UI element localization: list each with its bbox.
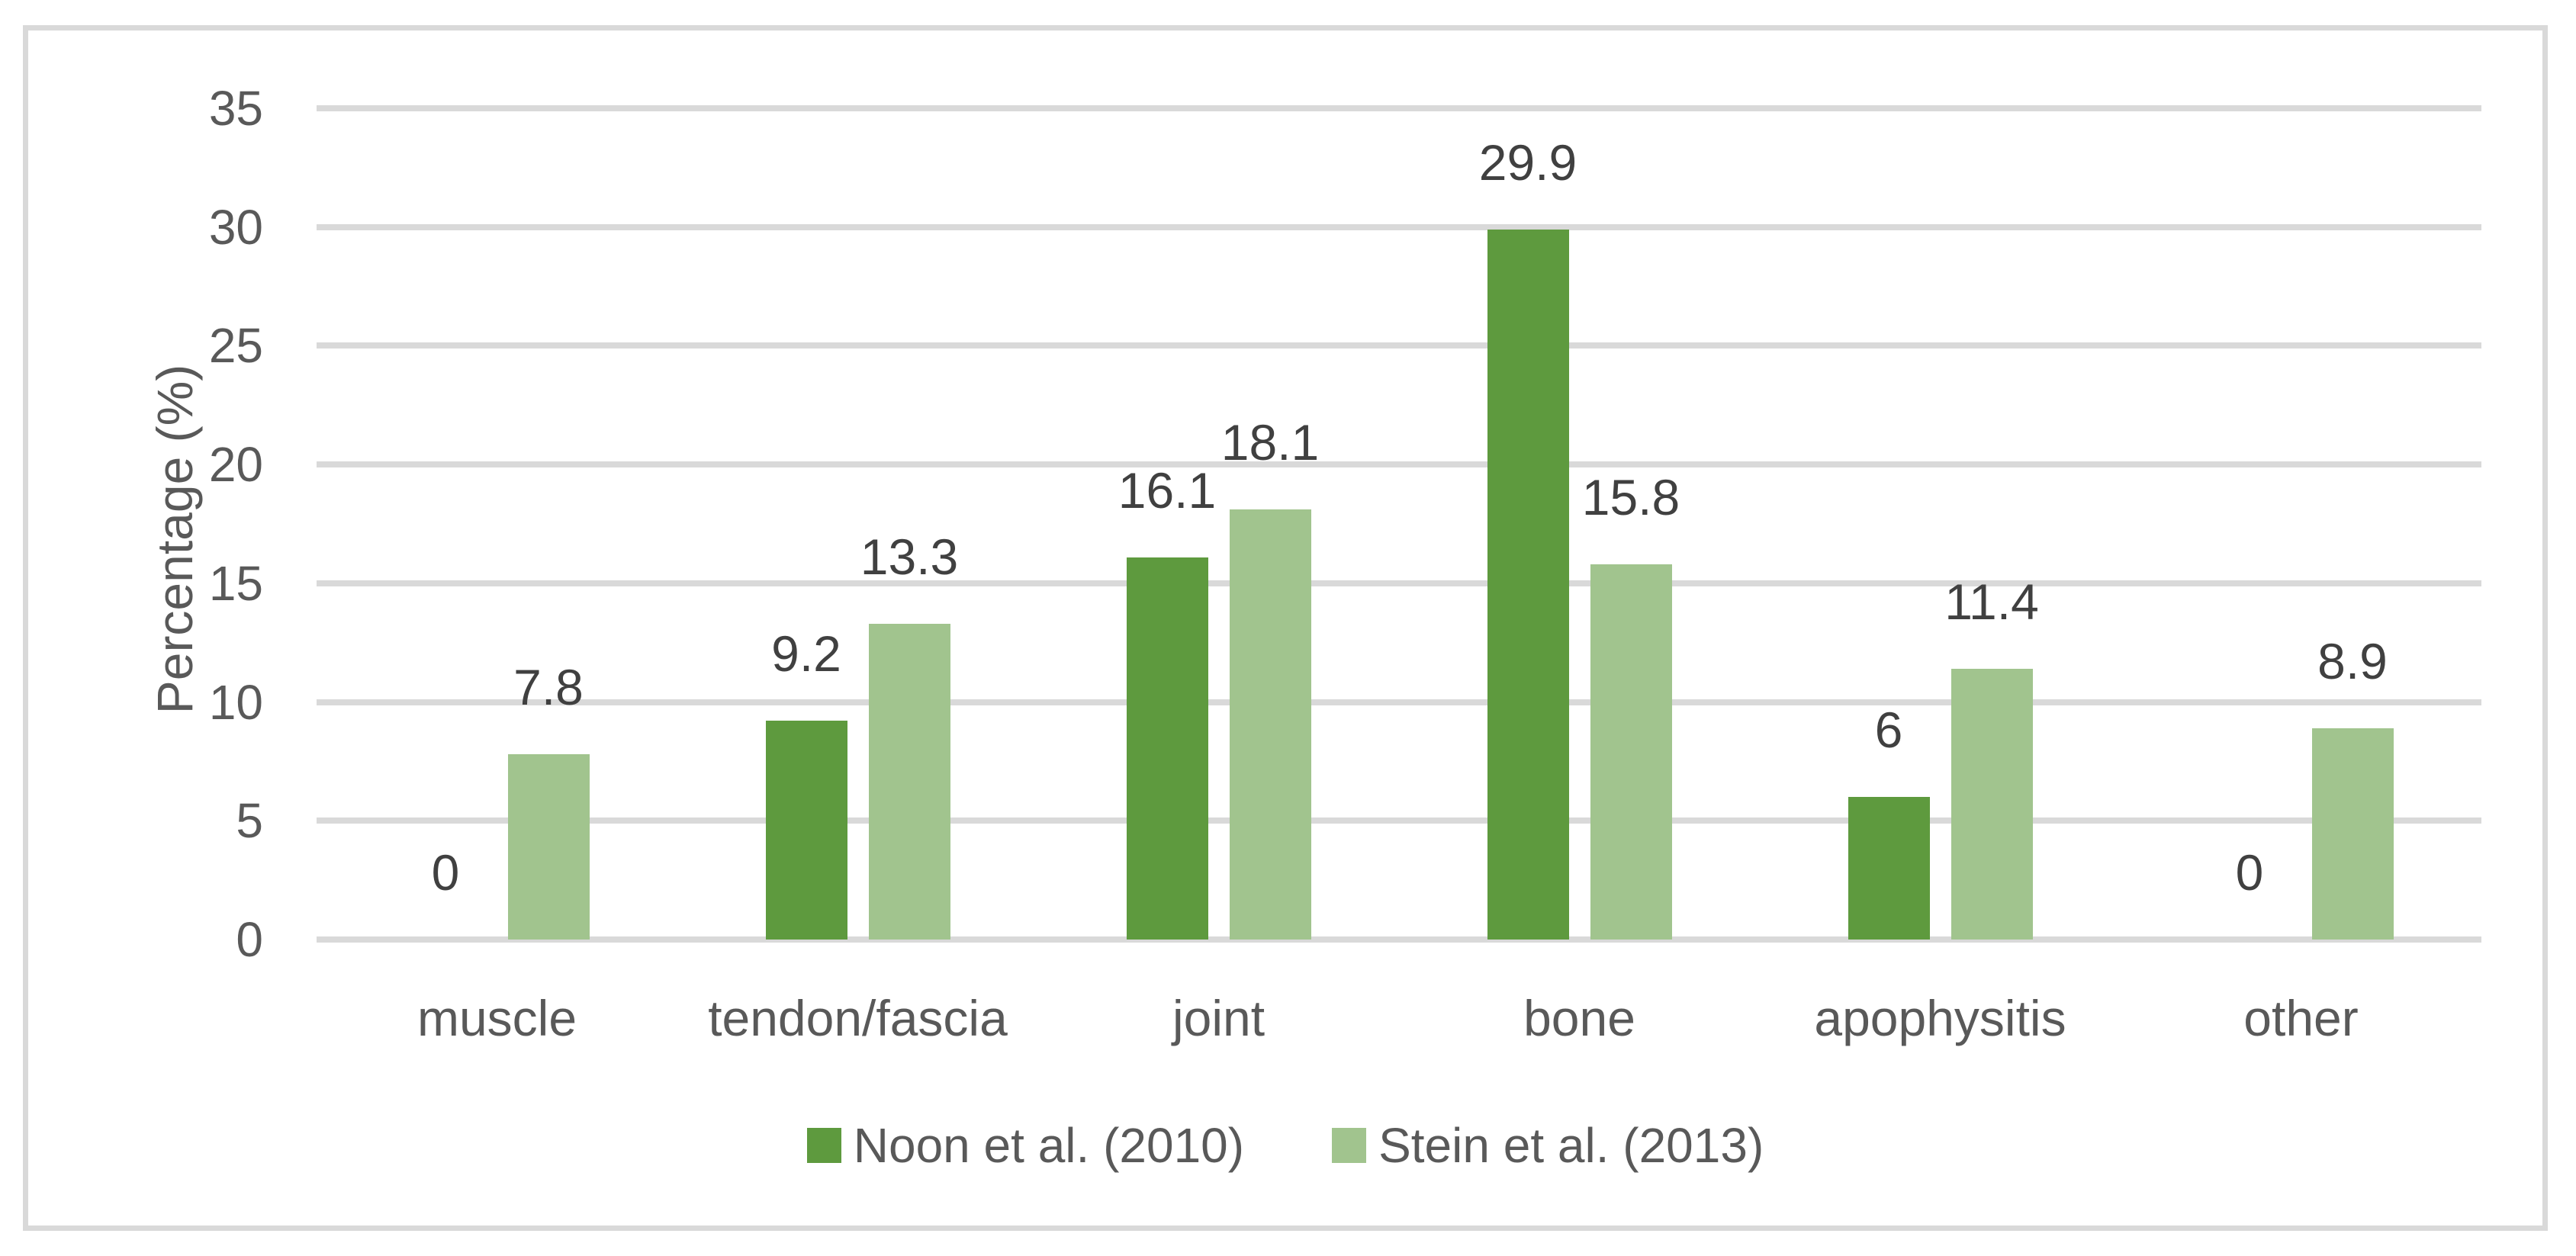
bar-tendon-fascia-series1 bbox=[868, 623, 950, 940]
legend-label-stein: Stein et al. (2013) bbox=[1378, 1118, 1764, 1173]
category-label-tendon-fascia: tendon/fascia bbox=[708, 990, 1008, 1046]
bar-value-label: 7.8 bbox=[513, 659, 584, 716]
bar-other-series1 bbox=[2311, 728, 2394, 940]
bar-joint-series0 bbox=[1126, 557, 1208, 940]
legend: Noon et al. (2010) Stein et al. (2013) bbox=[28, 1121, 2542, 1170]
y-tick-15: 15 bbox=[208, 555, 263, 611]
y-tick-10: 10 bbox=[208, 674, 263, 730]
bar-bone-series1 bbox=[1590, 564, 1672, 940]
y-tick-20: 20 bbox=[208, 437, 263, 493]
legend-label-noon: Noon et al. (2010) bbox=[853, 1118, 1245, 1173]
legend-entry-stein: Stein et al. (2013) bbox=[1332, 1121, 1764, 1170]
y-tick-35: 35 bbox=[208, 81, 263, 136]
gridline-0 bbox=[317, 936, 2481, 943]
legend-entry-noon: Noon et al. (2010) bbox=[806, 1118, 1245, 1173]
bar-bone-series0 bbox=[1487, 229, 1569, 940]
category-label-joint: joint bbox=[1172, 990, 1265, 1046]
category-label-other: other bbox=[2243, 990, 2359, 1046]
bar-value-label: 8.9 bbox=[2317, 632, 2388, 689]
gridline-30 bbox=[317, 223, 2481, 230]
gridline-10 bbox=[317, 699, 2481, 705]
bar-value-label: 13.3 bbox=[860, 528, 959, 585]
category-label-bone: bone bbox=[1523, 990, 1635, 1046]
bar-value-label: 29.9 bbox=[1478, 133, 1577, 191]
bar-value-label: 16.1 bbox=[1118, 461, 1217, 519]
bar-value-label: 9.2 bbox=[771, 625, 841, 683]
gridline-25 bbox=[317, 342, 2481, 349]
y-tick-25: 25 bbox=[208, 318, 263, 374]
category-label-muscle: muscle bbox=[416, 990, 577, 1046]
gridline-15 bbox=[317, 580, 2481, 586]
bar-value-label: 11.4 bbox=[1944, 573, 2039, 630]
chart-frame: Percentage (%) 0 5 10 15 20 25 30 35 0 7.8 muscle 9… bbox=[23, 25, 2548, 1231]
bar-apophysitis-series0 bbox=[1848, 797, 1930, 940]
y-tick-30: 30 bbox=[208, 199, 263, 255]
bar-value-label: 15.8 bbox=[1581, 468, 1680, 525]
bar-value-label: 6 bbox=[1874, 702, 1903, 759]
gridline-5 bbox=[317, 818, 2481, 824]
bar-apophysitis-series1 bbox=[1950, 668, 2033, 940]
y-tick-0: 0 bbox=[236, 912, 263, 967]
category-label-apophysitis: apophysitis bbox=[1814, 990, 2066, 1046]
gridline-20 bbox=[317, 461, 2481, 468]
y-tick-5: 5 bbox=[236, 793, 263, 849]
y-axis-title: Percentage (%) bbox=[146, 364, 203, 715]
bar-muscle-series1 bbox=[507, 754, 590, 940]
bar-tendon-fascia-series0 bbox=[765, 721, 847, 940]
legend-marker-noon-icon bbox=[806, 1128, 841, 1163]
bar-joint-series1 bbox=[1229, 509, 1311, 940]
legend-marker-stein-icon bbox=[1332, 1128, 1367, 1163]
gridline-35 bbox=[317, 105, 2481, 111]
bar-value-label: 18.1 bbox=[1220, 414, 1320, 471]
bar-value-label: 0 bbox=[2235, 844, 2264, 901]
bar-value-label: 0 bbox=[431, 844, 460, 901]
